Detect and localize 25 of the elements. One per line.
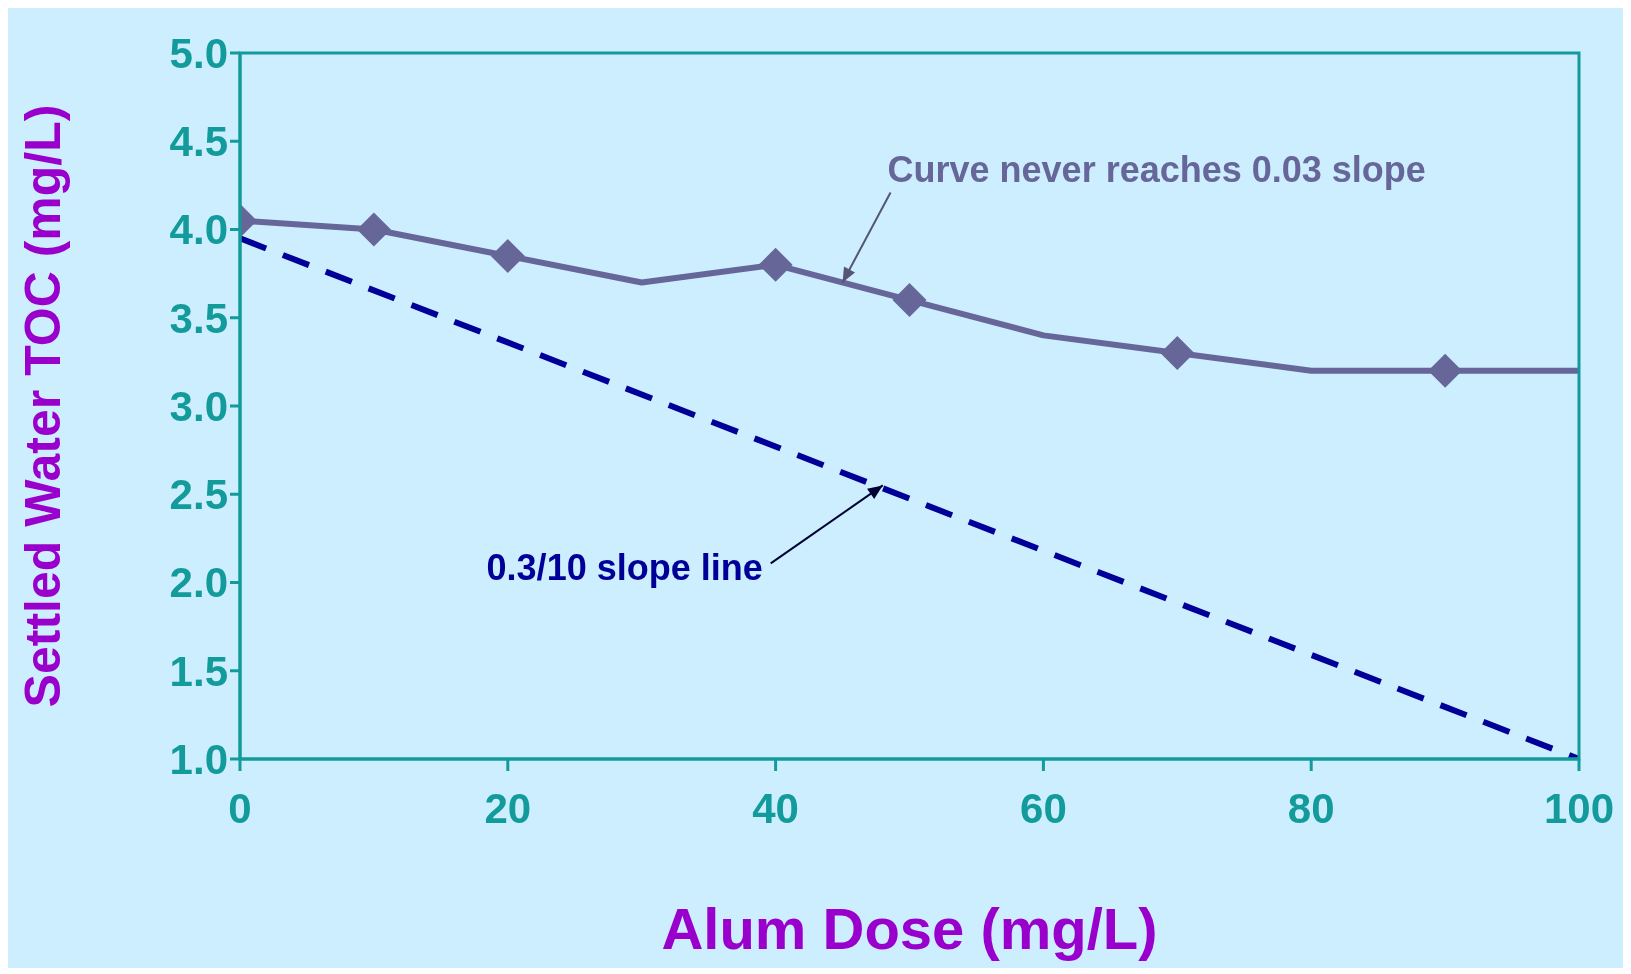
y-tick-label: 3.5 <box>169 294 228 342</box>
y-tick-label: 5.0 <box>169 29 228 77</box>
point <box>1160 336 1195 371</box>
point <box>1428 353 1463 388</box>
x-tick-label: 100 <box>1543 785 1615 832</box>
x-axis-title: Alum Dose (mg/L) <box>661 896 1158 961</box>
y-tick-label: 2.5 <box>169 471 228 519</box>
y-tick-label: 4.5 <box>169 118 228 166</box>
annotation: Curve never reaches 0.03 slope <box>887 149 1426 191</box>
x-tick-label: 20 <box>484 785 532 832</box>
y-tick-label: 1.5 <box>169 647 228 695</box>
y-tick-label: 3.0 <box>169 382 228 430</box>
x-tick-label: 0 <box>228 785 252 832</box>
y-tick-label: 2.0 <box>169 559 228 607</box>
point <box>490 238 525 273</box>
x-tick-label: 40 <box>752 785 799 832</box>
y-tick-label: 1.0 <box>169 735 228 783</box>
point <box>356 212 391 247</box>
x-tick-label: 80 <box>1287 785 1335 832</box>
point <box>892 283 927 318</box>
y-axis-title: Settled Water TOC (mg/L) <box>15 104 71 708</box>
point <box>758 247 793 282</box>
y-tick-label: 4.0 <box>169 206 228 254</box>
x-tick-label: 60 <box>1020 785 1067 832</box>
annotation: 0.3/10 slope line <box>486 547 763 589</box>
